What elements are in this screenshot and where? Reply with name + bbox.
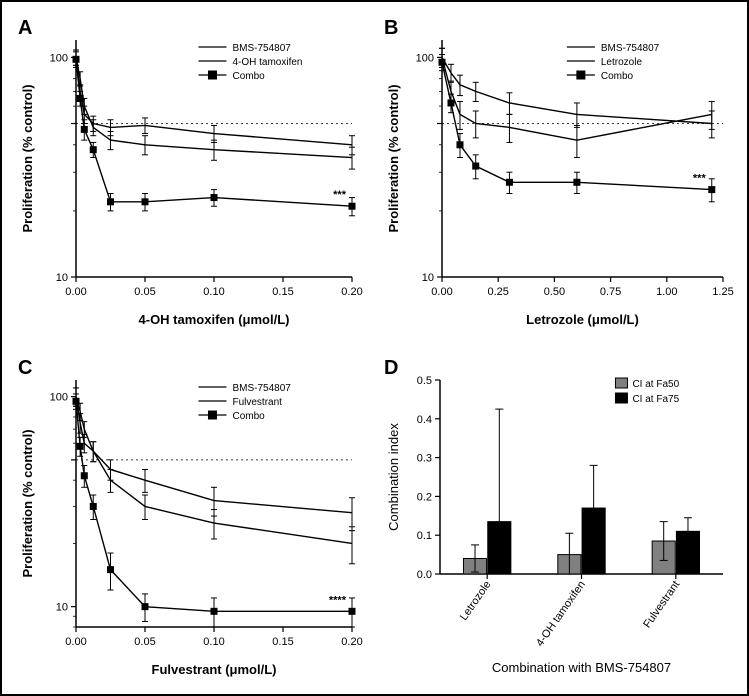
svg-text:100: 100 (50, 392, 68, 404)
chart-svg: C 10 100 0.00 0.05 0.10 0.15 0.20 Fulvestrant (μ… (14, 352, 364, 682)
svg-text:Proliferation (% control): Proliferation (% control) (20, 429, 35, 577)
svg-text:1.25: 1.25 (712, 286, 733, 298)
svg-text:BMS-754807: BMS-754807 (232, 43, 291, 54)
figure-container: A 10 100 0.00 0.05 0.10 0.15 0.20 4-OH tamoxifen… (0, 0, 749, 696)
svg-text:0.20: 0.20 (341, 636, 362, 648)
svg-text:Proliferation (% control): Proliferation (% control) (386, 84, 401, 232)
svg-text:0.1: 0.1 (417, 530, 432, 542)
svg-text:10: 10 (422, 272, 434, 284)
svg-text:4-OH tamoxifen (μmol/L): 4-OH tamoxifen (μmol/L) (139, 312, 290, 327)
svg-text:0.10: 0.10 (203, 286, 224, 298)
panel-c: C 10 100 0.00 0.05 0.10 0.15 0.20 Fulvestrant (μ… (14, 352, 364, 682)
panel-d: D 0.0 0.1 0.2 0.3 0.4 0.5 Letrozole 4-OH tamoxif… (380, 352, 735, 682)
panel-b: B 10 100 0.00 0.25 0.50 0.75 1.00 1.25 Letrozole … (380, 12, 735, 332)
svg-text:Fulvestrant (μmol/L): Fulvestrant (μmol/L) (152, 662, 277, 677)
svg-text:Combo: Combo (232, 411, 265, 422)
svg-text:0.75: 0.75 (600, 286, 621, 298)
svg-text:0.50: 0.50 (544, 286, 565, 298)
svg-text:***: *** (693, 173, 707, 185)
svg-text:Combo: Combo (601, 71, 634, 82)
svg-text:Proliferation (% control): Proliferation (% control) (20, 84, 35, 232)
svg-text:0.00: 0.00 (431, 286, 452, 298)
svg-text:0.05: 0.05 (134, 636, 155, 648)
svg-text:0.00: 0.00 (65, 636, 86, 648)
svg-text:BMS-754807: BMS-754807 (232, 383, 291, 394)
chart-svg: B 10 100 0.00 0.25 0.50 0.75 1.00 1.25 Letrozole … (380, 12, 735, 332)
svg-text:Combination with BMS-754807: Combination with BMS-754807 (492, 660, 671, 675)
svg-text:Fulvestrant: Fulvestrant (641, 579, 682, 630)
svg-text:Fulvestrant: Fulvestrant (232, 397, 282, 408)
svg-text:4-OH tamoxifen: 4-OH tamoxifen (534, 579, 588, 649)
svg-text:100: 100 (50, 52, 68, 64)
svg-text:0.15: 0.15 (272, 636, 293, 648)
svg-text:***: *** (333, 189, 347, 201)
svg-text:Combination index: Combination index (386, 423, 401, 531)
svg-text:D: D (384, 357, 398, 379)
svg-text:0.20: 0.20 (341, 286, 362, 298)
chart-svg: D 0.0 0.1 0.2 0.3 0.4 0.5 Letrozole 4-OH tamoxif… (380, 352, 735, 682)
svg-text:0.2: 0.2 (417, 491, 432, 503)
svg-text:Combo: Combo (232, 71, 265, 82)
svg-text:100: 100 (416, 52, 434, 64)
svg-text:Letrozole: Letrozole (601, 57, 643, 68)
svg-text:BMS-754807: BMS-754807 (601, 43, 660, 54)
svg-text:0.0: 0.0 (417, 569, 432, 581)
svg-text:CI at Fa50: CI at Fa50 (632, 379, 679, 390)
svg-text:0.00: 0.00 (65, 286, 86, 298)
svg-text:10: 10 (56, 272, 68, 284)
svg-text:0.4: 0.4 (417, 414, 432, 426)
svg-text:1.00: 1.00 (656, 286, 677, 298)
svg-text:0.3: 0.3 (417, 453, 432, 465)
svg-text:10: 10 (56, 602, 68, 614)
svg-text:0.10: 0.10 (203, 636, 224, 648)
svg-text:****: **** (329, 594, 347, 606)
panel-a: A 10 100 0.00 0.05 0.10 0.15 0.20 4-OH tamoxifen… (14, 12, 364, 332)
svg-text:Letrozole (μmol/L): Letrozole (μmol/L) (526, 312, 639, 327)
svg-text:C: C (18, 357, 32, 379)
chart-svg: A 10 100 0.00 0.05 0.10 0.15 0.20 4-OH tamoxifen… (14, 12, 364, 332)
svg-text:A: A (18, 17, 32, 39)
svg-text:0.05: 0.05 (134, 286, 155, 298)
svg-text:CI at Fa75: CI at Fa75 (632, 394, 679, 405)
svg-text:0.25: 0.25 (487, 286, 508, 298)
svg-text:0.5: 0.5 (417, 375, 432, 387)
svg-text:0.15: 0.15 (272, 286, 293, 298)
svg-text:4-OH tamoxifen: 4-OH tamoxifen (232, 57, 302, 68)
svg-text:B: B (384, 17, 398, 39)
svg-text:Letrozole: Letrozole (458, 579, 494, 623)
